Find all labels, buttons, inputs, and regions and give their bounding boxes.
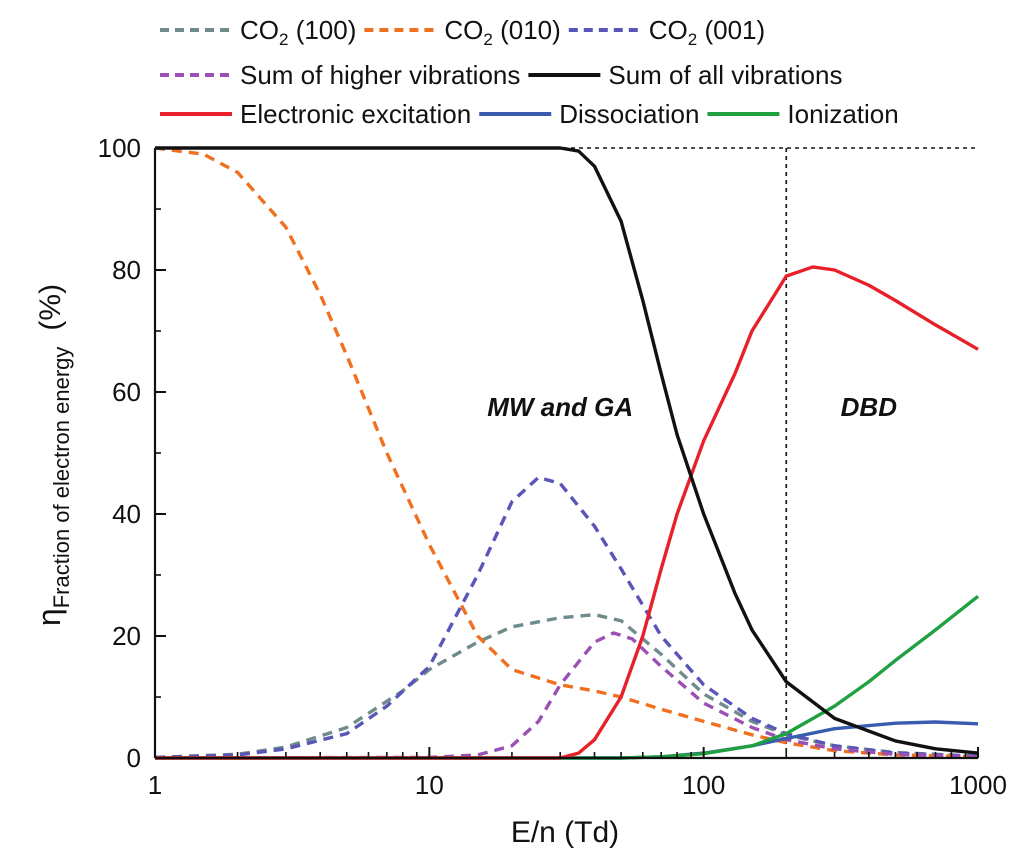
plot-area: 1 10 100 1000 0 20 40 60 80 100 MW and GA DBD [98,133,1007,800]
legend-label-dissociation: Dissociation [559,99,699,129]
x-axis-title: E/n (Td) [511,816,619,849]
legend: CO2 (100) CO2 (010) CO2 (001) Sum of higher… [160,15,899,129]
y-axis-unit: (%) [34,284,67,331]
y-tick-label: 0 [127,743,141,773]
y-axis-title-group: ηFraction of electron energy (%) [31,284,74,626]
legend-item-co2_001: CO2 (001) [568,15,765,49]
x-tick-label: 1000 [949,770,1007,800]
series-line-co2_010 [154,146,979,759]
axes: 1 10 100 1000 0 20 40 60 80 100 [98,133,1007,800]
y-tick-label: 40 [112,499,141,529]
y-axis-title: ηFraction of electron energy (%) [31,284,74,626]
legend-item-all_vib: Sum of all vibrations [528,60,842,90]
legend-item-higher_vib: Sum of higher vibrations [160,60,520,90]
legend-label-ionization: Ionization [787,99,898,129]
x-tick-label: 10 [415,770,444,800]
y-tick-label: 80 [112,255,141,285]
y-tick-label: 60 [112,377,141,407]
x-tick-label: 100 [682,770,725,800]
x-tick-label: 1 [148,770,162,800]
legend-label-co2_001: CO2 (001) [649,15,765,49]
series-layer [154,146,980,760]
legend-label-electronic: Electronic excitation [240,99,471,129]
annotation-mw-ga: MW and GA [487,392,633,422]
series-line-all_vib [155,146,979,755]
legend-item-dissociation: Dissociation [479,99,699,129]
y-axis-symbol: η [31,608,67,626]
legend-item-ionization: Ionization [707,99,899,129]
annotation-dbd: DBD [841,392,898,422]
x-axis-title-group: E/n (Td) [511,816,619,849]
legend-item-electronic: Electronic excitation [160,99,471,129]
y-tick-label: 20 [112,621,141,651]
legend-label-all_vib: Sum of all vibrations [608,60,842,90]
legend-label-higher_vib: Sum of higher vibrations [240,60,520,90]
legend-label-co2_010: CO2 (010) [444,15,560,49]
y-axis-subscript: Fraction of electron energy [49,347,74,609]
series-line-higher_vib [154,631,979,760]
legend-item-co2_010: CO2 (010) [364,15,561,49]
legend-item-co2_100: CO2 (100) [160,15,356,49]
annotations: MW and GA DBD [487,392,897,422]
legend-label-co2_100: CO2 (100) [240,15,356,49]
reference-lines [155,147,978,758]
series-line-electronic [155,265,979,760]
y-tick-label: 100 [98,133,141,163]
